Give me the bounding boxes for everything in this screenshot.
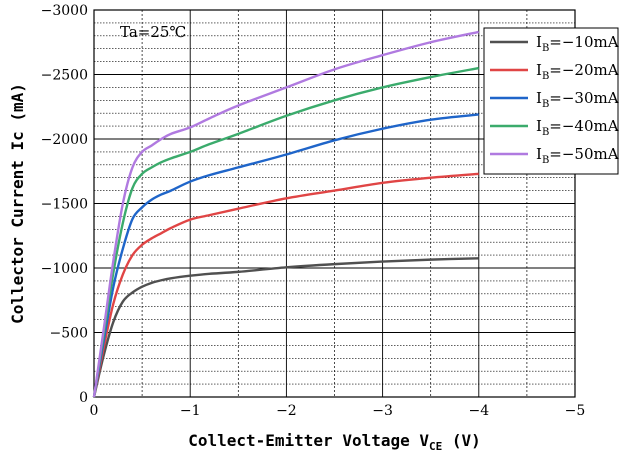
x-tick-label: −2 — [276, 403, 297, 419]
legend-label: IB=−20mA — [536, 61, 619, 82]
x-axis-title-sub: CE — [429, 440, 442, 453]
x-axis-title: Collect-Emitter Voltage VCE (V) — [188, 431, 481, 453]
legend-label: IB=−50mA — [536, 145, 619, 166]
plot-frame — [93, 9, 576, 398]
series-layer — [92, 30, 480, 398]
x-axis-title-main: Collect-Emitter Voltage V — [188, 431, 429, 450]
y-tick-label: −2000 — [41, 132, 88, 148]
x-tick-label: −1 — [180, 403, 201, 419]
x-axis-title-unit: (V) — [442, 431, 481, 450]
y-tick-label: 0 — [79, 390, 88, 406]
series-line-3 — [92, 113, 479, 398]
legend-box — [483, 27, 619, 175]
legend-label: IB=−30mA — [536, 89, 619, 110]
temperature-annotation: Ta=25℃ — [120, 23, 186, 41]
ticks-layer: 0 −1 −2 −3 −4 −5 0 −500 −1000 −1500 −2000 −2500 −300… — [41, 3, 586, 419]
legend-label: IB=−10mA — [536, 33, 619, 54]
legend: IB=−10mA IB=−20mA IB=−30mA IB=−40mA IB=−50mA — [483, 27, 619, 175]
y-tick-label: −1000 — [41, 261, 88, 277]
x-tick-label: −4 — [468, 403, 489, 419]
x-tick-label: −3 — [372, 403, 393, 419]
y-tick-label: −3000 — [41, 3, 88, 19]
series-line-5 — [92, 30, 480, 398]
y-tick-label: −500 — [50, 326, 88, 342]
legend-label: IB=−40mA — [536, 117, 619, 138]
y-axis-title: Collector Current Ic (mA) — [8, 83, 27, 324]
x-tick-label: −5 — [565, 403, 586, 419]
y-tick-label: −2500 — [41, 68, 88, 84]
series-line-4 — [92, 66, 480, 398]
x-tick-label: 0 — [90, 403, 99, 419]
series-line-1 — [92, 257, 479, 398]
y-tick-label: −1500 — [41, 197, 88, 213]
series-line-2 — [92, 172, 479, 398]
